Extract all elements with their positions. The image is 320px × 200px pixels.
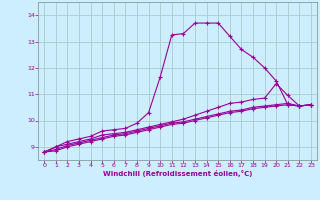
X-axis label: Windchill (Refroidissement éolien,°C): Windchill (Refroidissement éolien,°C) [103, 170, 252, 177]
